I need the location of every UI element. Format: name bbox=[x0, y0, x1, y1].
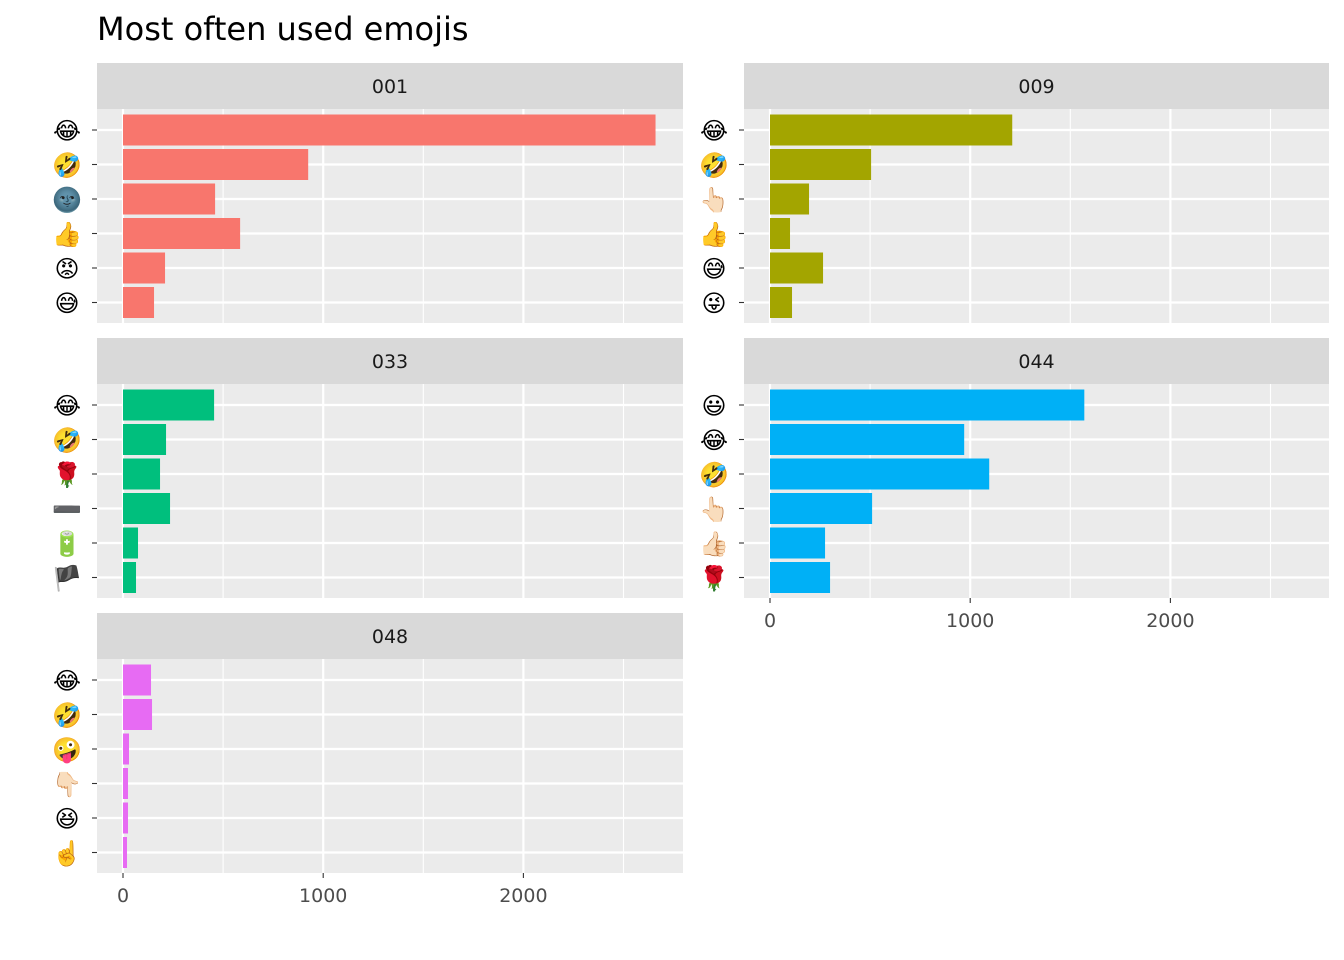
x-tick-label: 1000 bbox=[299, 885, 347, 907]
chart-title: Most often used emojis bbox=[97, 10, 469, 48]
facet-strip bbox=[97, 613, 683, 659]
facet-strip-label: 001 bbox=[372, 76, 408, 98]
facet-strip-label: 044 bbox=[1018, 351, 1054, 373]
category-label: 👍 bbox=[52, 221, 82, 249]
category-label: 🤣 bbox=[51, 427, 82, 456]
category-label: 😅 bbox=[701, 255, 726, 283]
bar bbox=[123, 287, 155, 318]
bar bbox=[123, 149, 309, 180]
category-label: 😂 bbox=[53, 392, 81, 420]
facet-001: 001 😂 🤣 🌚 👍 😡 😅 bbox=[51, 63, 683, 323]
category-label: 🔋 bbox=[52, 530, 82, 558]
facet-033: 033 😂 🤣 🌹 ➖ 🔋 🏴 bbox=[51, 338, 683, 598]
category-label: 🤣 bbox=[698, 152, 729, 181]
category-label: 😜 bbox=[701, 290, 726, 318]
category-label: 😡 bbox=[54, 255, 79, 283]
bar bbox=[123, 699, 153, 730]
category-label: 🤣 bbox=[698, 461, 729, 490]
bar bbox=[770, 114, 1013, 146]
bar bbox=[123, 218, 241, 249]
category-label: 🤣 bbox=[51, 152, 82, 181]
bar bbox=[770, 562, 831, 593]
bar bbox=[123, 733, 130, 765]
bar bbox=[123, 114, 656, 146]
facets-group: 001😂🤣🌚👍😡😅009😂🤣👆🏻👍😅😜033😂🤣🌹➖🔋🏴044😃😂🤣👆🏻👍🏻🌹0… bbox=[51, 63, 1329, 907]
category-label: 😅 bbox=[54, 290, 79, 318]
category-label: 👆🏻 bbox=[699, 186, 729, 214]
bar bbox=[123, 527, 139, 559]
facet-048: 048 😂 🤣 🤪 👇🏻 😆 ☝️ 0 1000 2000 bbox=[51, 613, 683, 907]
bar bbox=[123, 389, 215, 421]
x-tick-label: 2000 bbox=[499, 885, 547, 907]
category-label: ☝️ bbox=[52, 839, 82, 868]
facet-strip-label: 048 bbox=[372, 626, 408, 648]
x-tick-label: 2000 bbox=[1146, 610, 1194, 632]
x-tick-label: 1000 bbox=[946, 610, 994, 632]
facet-044: 044 😃 😂 🤣 👆🏻 👍🏻 🌹 0 1000 2000 bbox=[698, 338, 1329, 632]
bar bbox=[123, 562, 137, 593]
bar bbox=[123, 837, 128, 868]
facet-009: 009 😂 🤣 👆🏻 👍 😅 😜 bbox=[698, 63, 1329, 323]
facet-strip bbox=[97, 63, 683, 109]
bar bbox=[123, 458, 161, 490]
bar bbox=[770, 389, 1085, 421]
category-label: 😆 bbox=[54, 805, 79, 833]
x-tick-label: 0 bbox=[764, 610, 776, 632]
bar bbox=[123, 424, 167, 455]
category-label: 👆🏻 bbox=[699, 496, 729, 524]
bar bbox=[770, 183, 810, 215]
category-label: 😂 bbox=[700, 117, 728, 145]
bar bbox=[770, 218, 791, 249]
category-label: 👍 bbox=[699, 221, 729, 249]
category-label: 👇🏻 bbox=[52, 771, 82, 799]
bar bbox=[123, 183, 216, 215]
category-label: 🏴 bbox=[52, 564, 82, 593]
panel-background bbox=[97, 659, 683, 873]
bar bbox=[123, 493, 171, 524]
facet-strip-label: 033 bbox=[372, 351, 408, 373]
category-label: 🤣 bbox=[51, 702, 82, 731]
bar bbox=[123, 802, 129, 834]
bar bbox=[770, 149, 872, 180]
bar bbox=[770, 527, 826, 559]
bar bbox=[123, 664, 152, 696]
category-label: 😂 bbox=[53, 117, 81, 145]
category-label: 👍🏻 bbox=[699, 530, 729, 558]
bar bbox=[770, 252, 824, 284]
bar bbox=[770, 458, 990, 490]
category-label: 😂 bbox=[700, 427, 728, 455]
category-label: 😂 bbox=[53, 667, 81, 695]
category-label: 🤪 bbox=[52, 736, 82, 764]
category-label: 🌹 bbox=[52, 460, 82, 489]
bar bbox=[770, 287, 793, 318]
category-label: ➖ bbox=[52, 496, 82, 524]
bar bbox=[123, 252, 166, 284]
bar bbox=[770, 493, 873, 524]
category-label: 🌚 bbox=[52, 186, 82, 214]
facet-strip bbox=[97, 338, 683, 384]
bar bbox=[770, 424, 965, 455]
facet-strip-label: 009 bbox=[1018, 76, 1054, 98]
category-label: 😃 bbox=[701, 392, 726, 420]
bar bbox=[123, 768, 129, 799]
facet-strip bbox=[744, 338, 1329, 384]
x-tick-label: 0 bbox=[117, 885, 129, 907]
category-label: 🌹 bbox=[699, 564, 729, 593]
facet-strip bbox=[744, 63, 1329, 109]
